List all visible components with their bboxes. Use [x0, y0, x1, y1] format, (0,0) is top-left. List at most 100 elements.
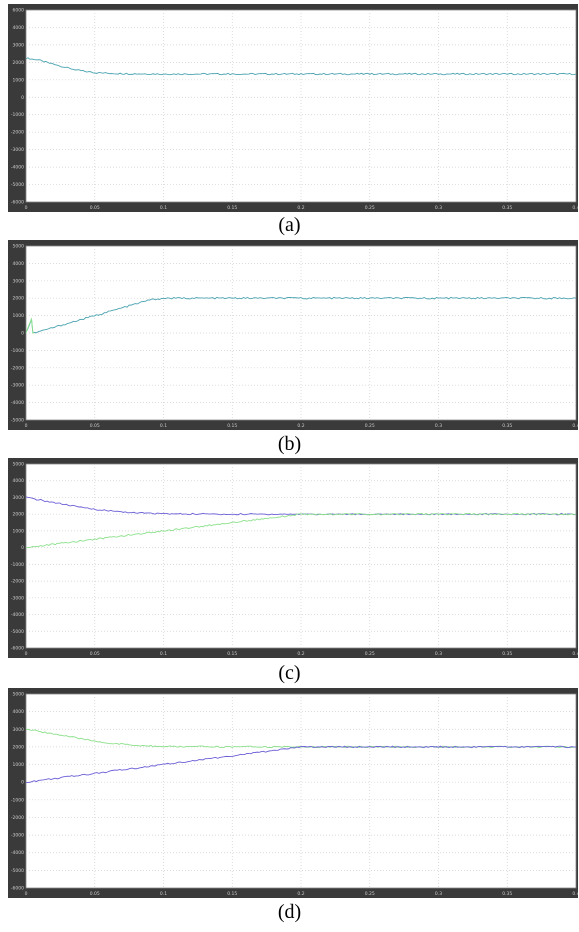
y-tick-label: 4000: [13, 25, 25, 31]
x-tick-label: 0.3: [435, 423, 442, 429]
x-tick-label: 0.05: [90, 651, 100, 657]
x-tick-label: 0.15: [227, 205, 237, 211]
y-tick-label: -3000: [11, 147, 24, 153]
x-tick-label: 0.2: [297, 891, 304, 897]
x-tick-label: 0: [25, 205, 28, 211]
y-tick-label: -2000: [11, 365, 24, 371]
y-tick-label: -2000: [11, 579, 24, 585]
x-tick-label: 0.4: [572, 891, 578, 897]
y-tick-label: -4000: [11, 612, 24, 618]
y-tick-label: -6000: [11, 646, 24, 652]
caption-b: (b): [277, 433, 302, 455]
x-tick-label: 0.05: [90, 891, 100, 897]
x-tick-label: 0.05: [90, 205, 100, 211]
plot-area: [25, 693, 577, 889]
y-tick-label: -5000: [11, 182, 24, 188]
x-tick-label: 0.35: [502, 205, 512, 211]
y-tick-label: 3000: [13, 278, 25, 284]
x-tick-label: 0.15: [227, 423, 237, 429]
x-tick-label: 0: [25, 891, 28, 897]
x-tick-label: 0.2: [297, 205, 304, 211]
y-tick-label: 5000: [13, 462, 25, 468]
chart-c: 0 0.05 0.1 0.15 0.2 0.25 0.3 0.35 0.4 5000 4000 300…: [8, 458, 578, 658]
caption-c: (c): [278, 662, 301, 684]
x-tick-label: 0.05: [90, 423, 100, 429]
x-tick-label: 0.1: [160, 891, 167, 897]
x-tick-label: 0.4: [572, 651, 578, 657]
x-tick-label: 0.2: [297, 651, 304, 657]
x-tick-label: 0: [25, 423, 28, 429]
y-tick-label: -3000: [11, 833, 24, 839]
series-line: [25, 296, 577, 334]
y-tick-label: 5000: [13, 692, 25, 698]
y-tick-label: -4000: [11, 850, 24, 856]
x-tick-label: 0.35: [502, 423, 512, 429]
y-tick-label: 1000: [13, 528, 25, 534]
y-tick-label: 0: [21, 545, 24, 551]
y-tick-label: -4000: [11, 165, 24, 171]
series-line: [25, 57, 577, 76]
caption-a: (a): [278, 214, 301, 236]
x-tick-label: 0.35: [502, 891, 512, 897]
y-tick-label: 2000: [13, 60, 25, 66]
y-tick-label: 1000: [13, 77, 25, 83]
y-tick-label: -1000: [11, 112, 24, 118]
chart-panel-a: 0 0.05 0.1 0.15 0.2 0.25 0.3 0.35 0.4 6000 4000 300…: [8, 4, 578, 212]
y-tick-label: -3000: [11, 595, 24, 601]
y-tick-label: 0: [21, 95, 24, 101]
x-tick-label: 0.2: [297, 423, 304, 429]
x-tick-label: 0.15: [227, 651, 237, 657]
y-tick-label: -1000: [11, 562, 24, 568]
x-tick-label: 0.25: [365, 423, 375, 429]
chart-panel-c: 0 0.05 0.1 0.15 0.2 0.25 0.3 0.35 0.4 5000 4000 300…: [8, 458, 578, 658]
chart-a: 0 0.05 0.1 0.15 0.2 0.25 0.3 0.35 0.4 6000 4000 300…: [8, 4, 578, 212]
y-tick-label: -3000: [11, 383, 24, 389]
series-line: [25, 512, 577, 549]
chart-panel-d: 0 0.05 0.1 0.15 0.2 0.25 0.3 0.35 0.4 5000 4000 300…: [8, 688, 578, 898]
y-tick-label: -1000: [11, 797, 24, 803]
x-tick-label: 0: [25, 651, 28, 657]
y-tick-label: -2000: [11, 130, 24, 136]
x-tick-label: 0.15: [227, 891, 237, 897]
y-tick-label: 3000: [13, 42, 25, 48]
x-tick-label: 0.1: [160, 205, 167, 211]
y-tick-label: -2000: [11, 815, 24, 821]
x-tick-label: 0.3: [435, 205, 442, 211]
y-tick-label: -6000: [11, 886, 24, 892]
x-tick-label: 0.1: [160, 651, 167, 657]
y-tick-label: 2000: [13, 512, 25, 518]
y-tick-label: 4000: [13, 478, 25, 484]
y-tick-label: -6000: [11, 200, 24, 206]
y-tick-label: 3000: [13, 495, 25, 501]
y-tick-label: 5000: [13, 244, 25, 250]
y-tick-label: 6000: [13, 8, 25, 14]
y-tick-label: 4000: [13, 709, 25, 715]
series-line: [25, 317, 35, 334]
x-tick-label: 0.35: [502, 651, 512, 657]
y-tick-label: -5000: [11, 868, 24, 874]
x-tick-label: 0.3: [435, 651, 442, 657]
x-tick-label: 0.4: [572, 423, 578, 429]
x-tick-label: 0.4: [572, 205, 578, 211]
chart-b: 0 0.05 0.1 0.15 0.2 0.25 0.3 0.35 0.4 5000 4000 300…: [8, 240, 578, 430]
y-tick-label: 0: [21, 331, 24, 337]
caption-d: (d): [277, 901, 302, 923]
y-tick-label: 3000: [13, 727, 25, 733]
y-tick-label: 0: [21, 780, 24, 786]
y-tick-label: -5000: [11, 629, 24, 635]
x-tick-label: 0.25: [365, 891, 375, 897]
y-tick-label: 1000: [13, 313, 25, 319]
y-tick-label: 1000: [13, 762, 25, 768]
y-tick-label: 2000: [13, 744, 25, 750]
y-tick-label: -5000: [11, 418, 24, 424]
x-tick-label: 0.25: [365, 205, 375, 211]
chart-panel-b: 0 0.05 0.1 0.15 0.2 0.25 0.3 0.35 0.4 5000 4000 300…: [8, 240, 578, 430]
x-tick-label: 0.1: [160, 423, 167, 429]
y-tick-label: -1000: [11, 348, 24, 354]
x-tick-label: 0.3: [435, 891, 442, 897]
y-tick-label: 4000: [13, 261, 25, 267]
y-tick-label: 2000: [13, 296, 25, 302]
x-tick-label: 0.25: [365, 651, 375, 657]
y-tick-label: -4000: [11, 400, 24, 406]
series-line: [25, 745, 577, 783]
